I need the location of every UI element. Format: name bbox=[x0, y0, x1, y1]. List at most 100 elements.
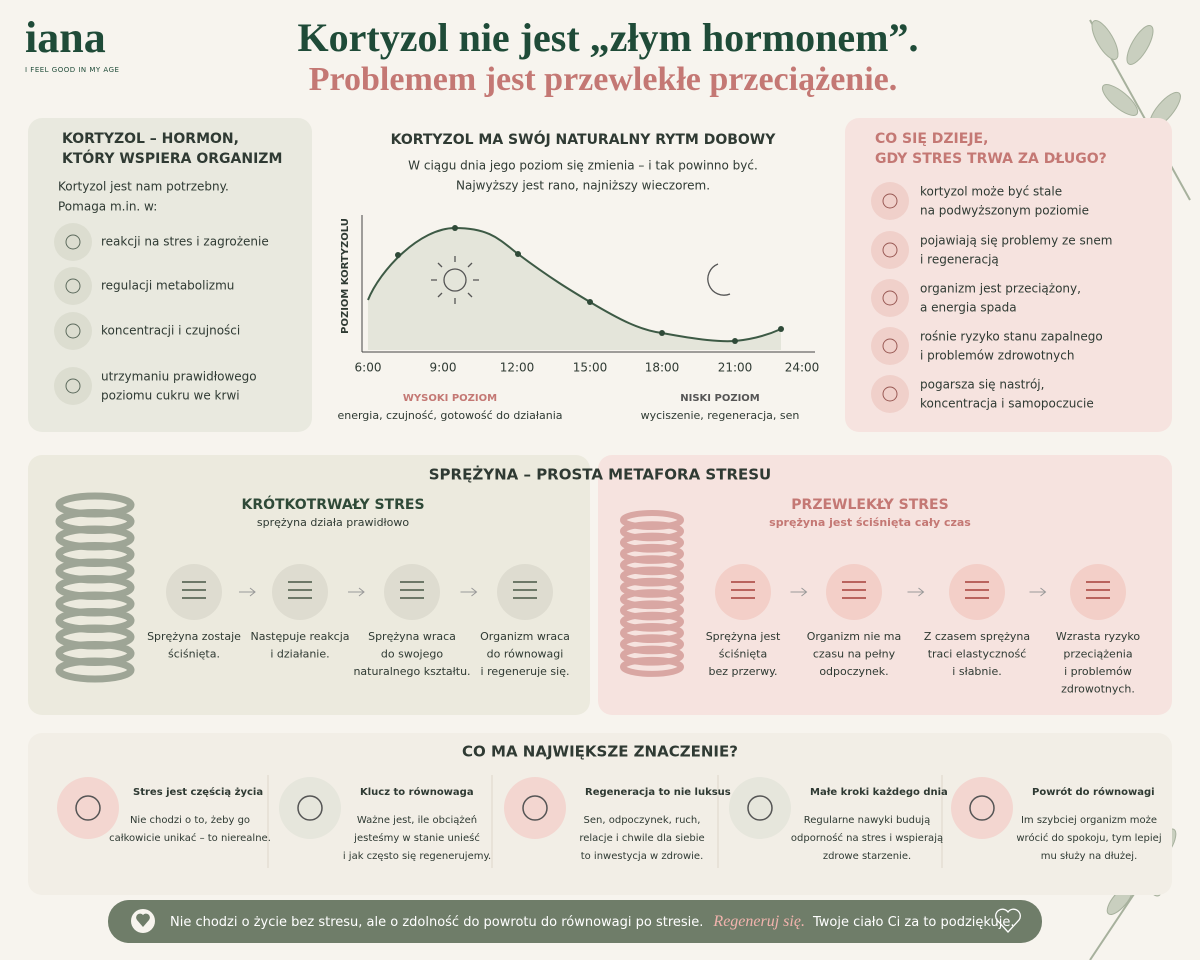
step-icon bbox=[497, 564, 553, 620]
step-text: ściśnięta. bbox=[168, 648, 220, 661]
item-icon bbox=[871, 279, 909, 317]
essential-icon bbox=[951, 777, 1013, 839]
essential-text: Sen, odpoczynek, ruch, bbox=[584, 815, 701, 826]
item-icon-glyph bbox=[882, 193, 898, 209]
step-text: zdrowotnych. bbox=[1061, 683, 1135, 696]
step-text: Sprężyna zostaje bbox=[147, 630, 241, 643]
item-text: koncentracja i samopoczucie bbox=[920, 397, 1094, 411]
step-icon bbox=[949, 564, 1005, 620]
low-text: wyciszenie, regeneracja, sen bbox=[641, 409, 800, 422]
item-icon-glyph bbox=[882, 386, 898, 402]
step-text: i słabnie. bbox=[952, 665, 1001, 678]
essential-text: mu służy na dłużej. bbox=[1041, 851, 1138, 862]
essential-glyph bbox=[969, 795, 995, 821]
step-glyph bbox=[400, 581, 424, 599]
short-title: KRÓTKOTRWAŁY STRES bbox=[241, 495, 424, 513]
step-icon bbox=[272, 564, 328, 620]
item-text: a energia spada bbox=[920, 301, 1017, 315]
step-glyph bbox=[731, 581, 755, 599]
step-glyph bbox=[182, 581, 206, 599]
moon-icon bbox=[707, 263, 731, 296]
step-text: do swojego bbox=[381, 648, 443, 661]
item-icon bbox=[871, 231, 909, 269]
spring-title: SPRĘŻYNA – PROSTA METAFORA STRESU bbox=[429, 465, 771, 484]
essential-icon bbox=[504, 777, 566, 839]
item-text: koncentracji i czujności bbox=[101, 324, 240, 338]
step-text: i problemów bbox=[1064, 665, 1132, 678]
x-tick-label: 15:00 bbox=[573, 361, 608, 375]
high-text: energia, czujność, gotowość do działania bbox=[337, 409, 562, 422]
chronic-subtitle: sprężyna jest ściśnięta cały czas bbox=[769, 516, 971, 529]
step-arrow bbox=[348, 587, 365, 597]
footer-heart bbox=[136, 913, 150, 927]
essential-glyph bbox=[522, 795, 548, 821]
panel-title: KTÓRY WSPIERA ORGANIZM bbox=[62, 149, 282, 167]
chronic-title: PRZEWLEKŁY STRES bbox=[791, 497, 948, 513]
item-icon-glyph bbox=[65, 323, 81, 339]
item-icon bbox=[54, 312, 92, 350]
essential-text: Ważne jest, ile obciążeń bbox=[357, 814, 477, 826]
item-icon-glyph bbox=[882, 242, 898, 258]
tagline: I FEEL GOOD IN MY AGE bbox=[25, 66, 119, 74]
footer-bar bbox=[108, 900, 1042, 943]
essential-glyph bbox=[747, 795, 773, 821]
step-arrow bbox=[239, 587, 256, 597]
step-text: ściśnięta bbox=[719, 648, 767, 661]
essential-text: relacje i chwile dla siebie bbox=[579, 833, 704, 844]
y-axis-label: POZIOM KORTYZOLU bbox=[340, 218, 351, 334]
low-label: NISKI POZIOM bbox=[680, 393, 760, 404]
item-text: i problemów zdrowotnych bbox=[920, 349, 1074, 363]
logo: iana bbox=[25, 13, 106, 62]
essential-icon bbox=[57, 777, 119, 839]
right-panel bbox=[845, 118, 1172, 432]
item-icon-glyph bbox=[882, 338, 898, 354]
step-arrow bbox=[1029, 587, 1047, 597]
main-title: Kortyzol nie jest „złym hormonem”. bbox=[298, 15, 919, 60]
panel-title: CO SIĘ DZIEJE, bbox=[875, 131, 988, 147]
essential-text: wrócić do spokoju, tym lepiej bbox=[1016, 832, 1161, 844]
panel-intro: Kortyzol jest nam potrzebny. bbox=[58, 180, 229, 194]
subtitle: Problemem jest przewlekłe przeciążenie. bbox=[309, 61, 897, 98]
x-tick-label: 18:00 bbox=[645, 361, 680, 375]
essential-text: całkowicie unikać – to nierealne. bbox=[109, 832, 271, 844]
chronic-stress-panel bbox=[598, 455, 1172, 715]
essentials-panel bbox=[28, 733, 1172, 895]
step-text: bez przerwy. bbox=[708, 665, 777, 678]
footer-accent: Regeneruj się. bbox=[712, 913, 805, 930]
item-icon bbox=[871, 182, 909, 220]
essential-glyph bbox=[297, 795, 323, 821]
item-text: poziomu cukru we krwi bbox=[101, 389, 240, 403]
item-icon bbox=[54, 223, 92, 261]
high-label: WYSOKI POZIOM bbox=[403, 393, 497, 404]
footer-text: Nie chodzi o życie bez stresu, ale o zdo… bbox=[170, 913, 1015, 930]
step-text: Wzrasta ryzyko bbox=[1056, 630, 1140, 643]
item-icon-glyph bbox=[65, 278, 81, 294]
item-text: i regeneracją bbox=[920, 253, 999, 267]
step-text: i działanie. bbox=[270, 648, 329, 661]
essential-text: jesteśmy w stanie unieść bbox=[353, 832, 480, 844]
item-text: regulacji metabolizmu bbox=[101, 279, 234, 293]
spring-coil bbox=[620, 656, 684, 677]
spring-coil bbox=[55, 657, 135, 683]
essential-text: zdrowe starzenie. bbox=[823, 851, 911, 862]
x-tick-label: 6:00 bbox=[355, 361, 382, 375]
footer-closing: Twoje ciało Ci za to podziękuje. bbox=[812, 915, 1015, 930]
chart-subtitle: Najwyższy jest rano, najniższy wieczorem… bbox=[456, 179, 710, 193]
essential-title: Małe kroki każdego dnia bbox=[810, 787, 948, 798]
item-icon-glyph bbox=[882, 290, 898, 306]
step-arrow bbox=[790, 587, 808, 597]
x-tick-label: 9:00 bbox=[430, 361, 457, 375]
essential-title: Stres jest częścią życia bbox=[133, 786, 263, 798]
essential-title: Powrót do równowagi bbox=[1032, 786, 1155, 798]
step-glyph bbox=[513, 581, 537, 599]
essential-icon bbox=[279, 777, 341, 839]
item-icon bbox=[871, 327, 909, 365]
essential-text: Regularne nawyki budują bbox=[804, 815, 930, 826]
left-panel bbox=[28, 118, 312, 432]
essentials-title: CO MA NAJWIĘKSZE ZNACZENIE? bbox=[462, 743, 738, 761]
step-text: Organizm wraca bbox=[480, 630, 570, 643]
step-arrow bbox=[460, 587, 478, 597]
step-icon bbox=[1070, 564, 1126, 620]
